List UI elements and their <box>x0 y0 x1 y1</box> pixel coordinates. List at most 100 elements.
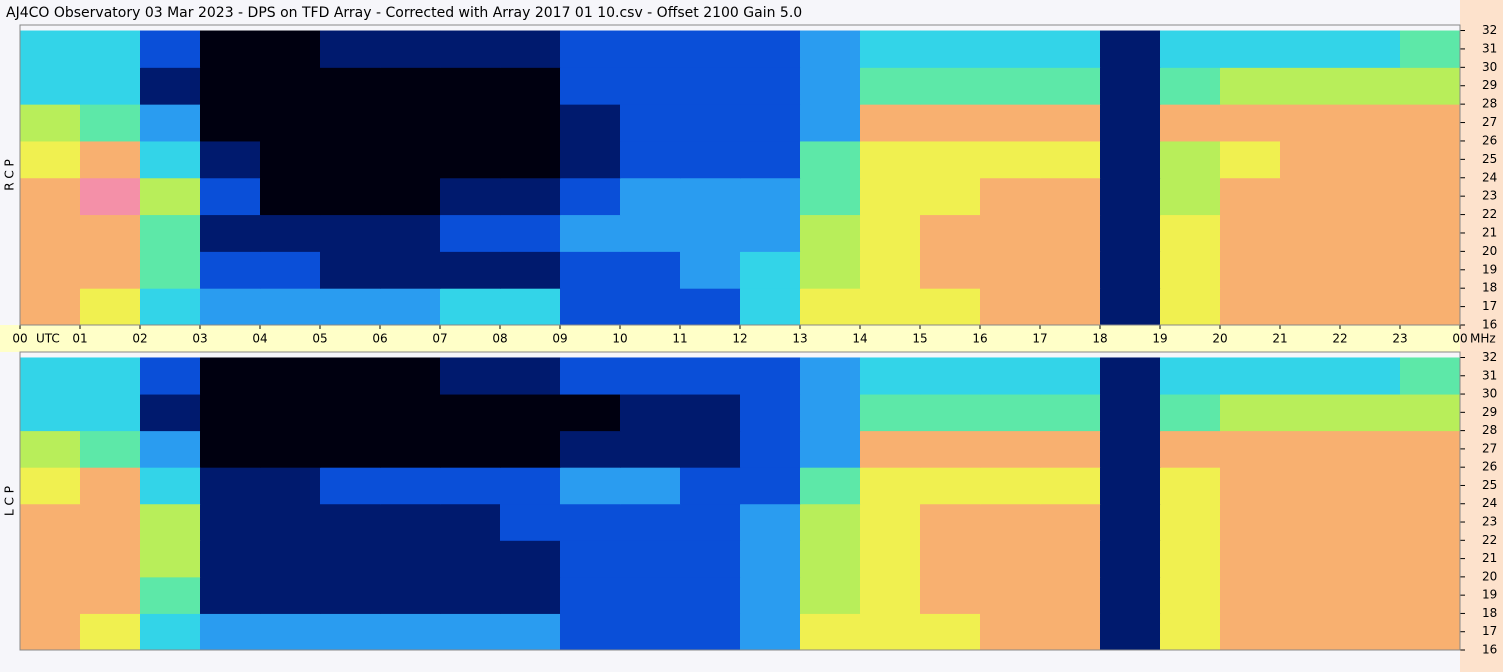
y-tick-label: 27 <box>1482 115 1497 129</box>
cell <box>1280 394 1341 432</box>
cell <box>440 576 501 614</box>
cell <box>620 288 681 326</box>
cell <box>1100 177 1161 216</box>
cell <box>320 467 381 505</box>
cell <box>1400 503 1461 541</box>
cell <box>1040 576 1101 614</box>
cell <box>140 467 201 505</box>
cell <box>200 177 261 216</box>
cell <box>440 288 501 326</box>
y-tick-label: 25 <box>1482 152 1497 166</box>
y-tick-label: 29 <box>1482 78 1497 92</box>
cell <box>860 214 921 252</box>
cell <box>680 67 741 105</box>
cell <box>680 177 741 216</box>
cell <box>980 177 1041 216</box>
cell <box>500 30 561 68</box>
cell <box>680 467 741 505</box>
cell <box>1100 67 1161 105</box>
cell <box>500 177 561 216</box>
cell <box>20 140 81 179</box>
cell <box>1280 613 1341 651</box>
y-tick-label: 23 <box>1482 515 1497 529</box>
cell <box>800 288 861 326</box>
cell <box>20 394 81 432</box>
cell <box>200 540 261 578</box>
cell <box>380 104 441 142</box>
cell <box>440 430 501 468</box>
cell <box>1280 67 1341 105</box>
cell <box>1100 503 1161 541</box>
y-tick-label: 26 <box>1482 133 1497 147</box>
cell <box>1400 613 1461 651</box>
cell <box>20 430 81 468</box>
cell <box>740 467 801 505</box>
cell <box>1400 467 1461 505</box>
cell <box>440 503 501 541</box>
cell <box>620 576 681 614</box>
cell <box>320 576 381 614</box>
cell <box>20 503 81 541</box>
cell <box>980 540 1041 578</box>
cell <box>560 394 621 432</box>
cell <box>680 576 741 614</box>
cell <box>620 467 681 505</box>
cell <box>1400 67 1461 105</box>
cell <box>560 576 621 614</box>
cell <box>260 104 321 142</box>
y-tick-label: 24 <box>1482 170 1497 184</box>
cell <box>740 67 801 105</box>
cell <box>920 357 981 395</box>
y-tick-label: 26 <box>1482 460 1497 474</box>
y-tick-label: 28 <box>1482 97 1497 111</box>
x-tick-label: 04 <box>252 332 267 346</box>
cell <box>440 67 501 105</box>
y-tick-label: 32 <box>1482 23 1497 37</box>
cell <box>200 576 261 614</box>
cell <box>920 430 981 468</box>
cell <box>1040 67 1101 105</box>
x-tick-label: 00 <box>12 332 27 346</box>
cell <box>860 540 921 578</box>
cell <box>20 104 81 142</box>
cell <box>500 214 561 252</box>
cell <box>140 67 201 105</box>
cell <box>1100 394 1161 432</box>
cell <box>320 430 381 468</box>
cell <box>1400 288 1461 326</box>
cell <box>680 394 741 432</box>
cell <box>560 503 621 541</box>
cell <box>1280 30 1341 68</box>
cell <box>80 30 141 68</box>
cell <box>380 177 441 216</box>
cell <box>380 503 441 541</box>
cell <box>860 251 921 289</box>
cell <box>1100 288 1161 326</box>
cell <box>200 30 261 68</box>
cell <box>800 357 861 395</box>
y-tick-label: 29 <box>1482 405 1497 419</box>
cell <box>440 613 501 651</box>
cell <box>1340 104 1401 142</box>
cell <box>1040 214 1101 252</box>
cell <box>740 357 801 395</box>
cell <box>500 613 561 651</box>
cell <box>980 576 1041 614</box>
cell <box>860 576 921 614</box>
cell <box>1400 430 1461 468</box>
y-tick-label: 31 <box>1482 368 1497 382</box>
cell <box>20 540 81 578</box>
cell <box>680 140 741 179</box>
cell <box>560 288 621 326</box>
cell <box>500 104 561 142</box>
y-tick-label: 25 <box>1482 478 1497 492</box>
cell <box>320 30 381 68</box>
y-tick-label: 18 <box>1482 606 1497 620</box>
cell <box>500 503 561 541</box>
cell <box>140 576 201 614</box>
cell <box>200 467 261 505</box>
cell <box>740 251 801 289</box>
cell <box>1220 177 1281 216</box>
cell <box>140 140 201 179</box>
cell <box>980 214 1041 252</box>
